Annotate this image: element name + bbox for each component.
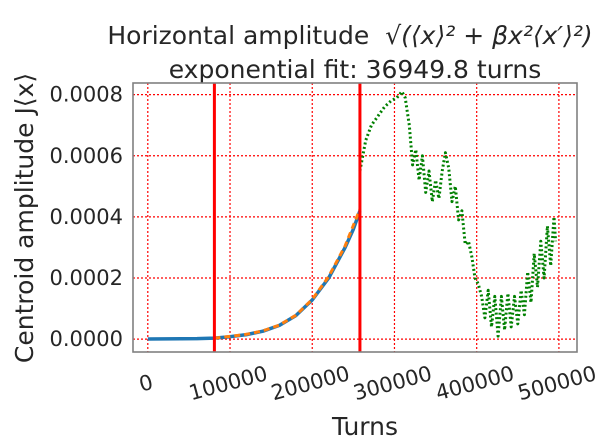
y-tick-label: 0.0004 (50, 205, 123, 229)
chart-title-line1: Horizontal amplitude √(⟨x⟩² + βx²⟨x′⟩²) (107, 21, 592, 50)
x-tick-label: 0 (136, 370, 155, 397)
y-tick-label: 0.0000 (50, 327, 123, 351)
x-tick-label: 500000 (515, 361, 599, 405)
plot-area: 0.0000 0.0002 0.0004 0.0006 0.0008 0 100000200… (50, 82, 599, 405)
x-tick-label: 100000 (186, 361, 270, 405)
plot-frame (132, 82, 578, 353)
chart-title-line2: exponential fit: 36949.8 turns (169, 55, 542, 84)
series-line-3 (358, 90, 558, 338)
x-tick-label: 200000 (269, 361, 353, 405)
series-line-1 (147, 210, 362, 341)
chart-title-math: √(⟨x⟩² + βx²⟨x′⟩²) (385, 21, 592, 50)
chart-title-text: Horizontal amplitude (107, 21, 369, 50)
x-tick-label: 300000 (351, 361, 435, 405)
x-tick-label: 400000 (433, 361, 517, 405)
x-axis-label: Turns (331, 412, 398, 441)
series-line-2 (214, 208, 362, 340)
y-axis-label: Centroid amplitude J⟨x⟩ (10, 73, 39, 363)
y-tick-label: 0.0006 (50, 144, 123, 168)
y-tick-label: 0.0002 (50, 266, 123, 290)
y-tick-label: 0.0008 (50, 83, 123, 107)
